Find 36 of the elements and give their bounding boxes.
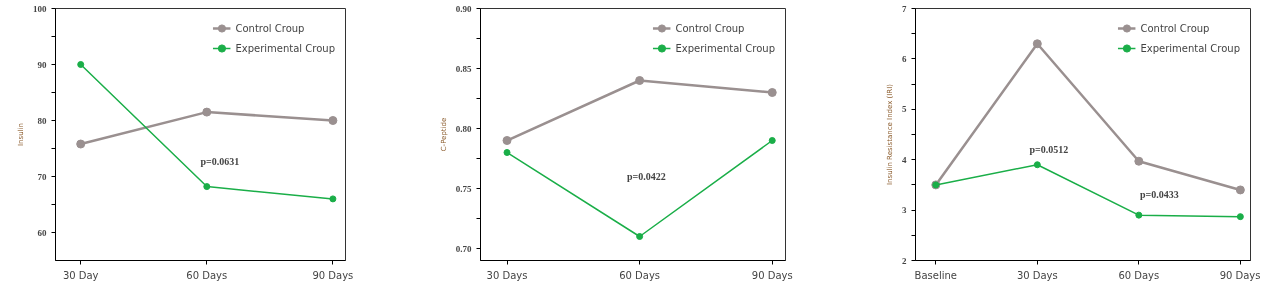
annotation: p=0.0433 [1139, 189, 1179, 201]
legend-label: Control Croup [235, 22, 305, 34]
y-tick-label: 6 [902, 53, 907, 64]
x-tick-label: 60 Days [186, 269, 228, 281]
annotation: p=0.0422 [626, 171, 666, 183]
y-tick-label: 5 [902, 104, 907, 115]
y-tick-label: 0.85 [455, 63, 472, 74]
x-tick-label: Baseline [914, 269, 958, 281]
y-tick-label: 4 [902, 154, 907, 165]
y-tick-label: 3 [902, 205, 907, 216]
y-tick-label: 60 [37, 227, 47, 238]
x-tick-label: 30 Day [62, 269, 99, 281]
x-tick-label: 90 Days [751, 269, 793, 281]
x-tick-label: 30 Days [1016, 269, 1058, 281]
y-tick-label: 100 [33, 3, 47, 14]
legend-label: Experimental Croup [1140, 42, 1240, 54]
y-tick-label: 2 [902, 255, 907, 266]
y-tick-label: 90 [37, 59, 47, 70]
x-tick-label: 90 Days [1219, 269, 1261, 281]
legend-label: Control Croup [1140, 22, 1210, 34]
y-tick-label: 80 [37, 115, 47, 126]
x-tick-label: 30 Days [486, 269, 528, 281]
y-tick-label: 0.75 [455, 183, 472, 194]
y-tick-label: 0.70 [455, 243, 472, 254]
y-tick-label: 0.90 [455, 3, 472, 14]
x-tick-label: 90 Days [312, 269, 354, 281]
y-tick-label: 7 [902, 3, 907, 14]
legend-label: Experimental Croup [235, 42, 335, 54]
annotation: p=0.0631 [200, 156, 240, 168]
y-tick-label: 70 [37, 171, 47, 182]
x-tick-label: 60 Days [619, 269, 661, 281]
legend-label: Control Croup [675, 22, 745, 34]
annotation: p=0.0512 [1029, 143, 1069, 155]
y-tick-label: 0.80 [455, 123, 472, 134]
legend-label: Experimental Croup [675, 42, 775, 54]
x-tick-label: 60 Days [1118, 269, 1160, 281]
